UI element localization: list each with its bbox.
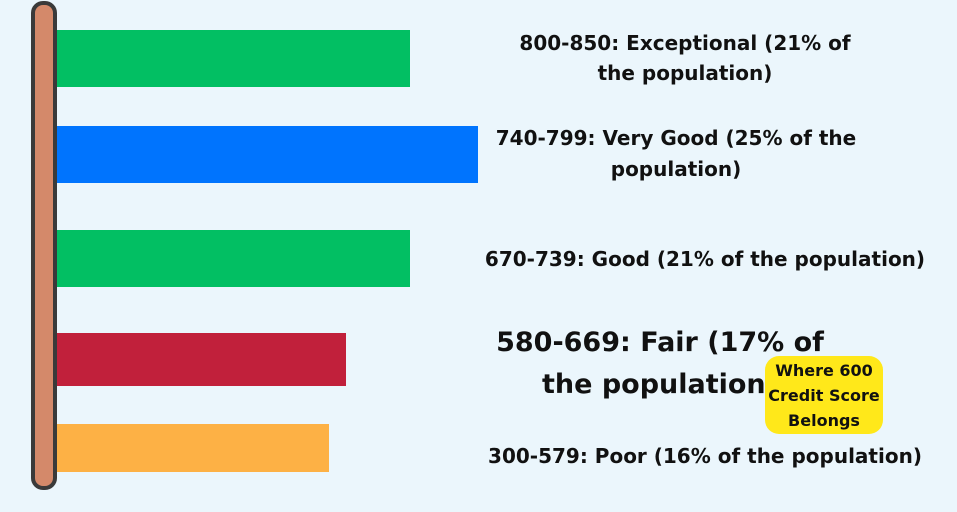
annotation: Where 600 Credit Score Belongs xyxy=(765,356,883,434)
bar xyxy=(53,30,410,87)
bar-label: 800-850: Exceptional (21% of the populat… xyxy=(519,31,851,85)
pole xyxy=(31,1,57,490)
bar xyxy=(57,333,346,386)
bar-label: 670-739: Good (21% of the population) xyxy=(484,247,926,271)
bar xyxy=(53,230,410,287)
bar-label: 300-579: Poor (16% of the population) xyxy=(488,444,922,468)
bar-label: 740-799: Very Good (25% of the populatio… xyxy=(495,126,857,181)
bar xyxy=(53,126,478,183)
bar-label: 580-669: Fair (17% of the population) xyxy=(496,327,824,400)
bar xyxy=(57,424,329,472)
